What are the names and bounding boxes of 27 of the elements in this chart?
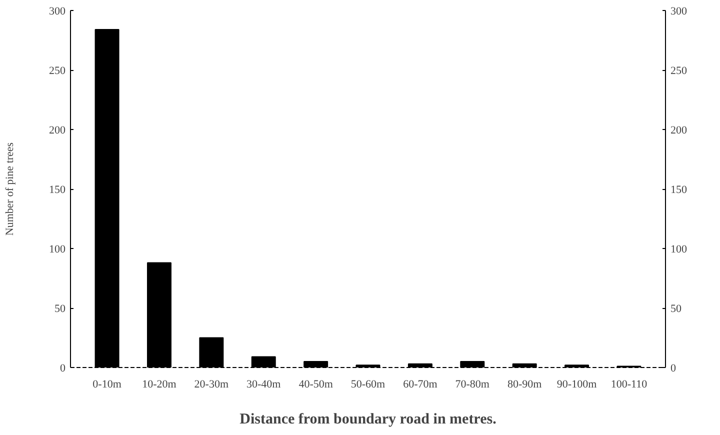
y2-tick-label: 250 xyxy=(670,65,688,77)
y-tick-label: 50 xyxy=(54,303,66,315)
x-tick-label: 70-80m xyxy=(455,378,490,390)
x-tick-label: 0-10m xyxy=(92,378,122,390)
y-axis-title: Number of pine trees xyxy=(4,142,16,236)
x-tick-label: 50-60m xyxy=(350,378,386,390)
y-tick-label: 100 xyxy=(49,244,66,256)
y-tick-label: 200 xyxy=(49,124,66,136)
y-tick-label: 0 xyxy=(60,362,66,374)
y-tick-label: 150 xyxy=(49,184,66,196)
y2-tick-label: 100 xyxy=(670,244,688,256)
y2-tick-label: 150 xyxy=(670,184,688,196)
x-tick-label: 10-20m xyxy=(142,378,177,390)
x-tick-label: 60-70m xyxy=(403,378,438,390)
x-tick-label: 80-90m xyxy=(507,378,542,390)
x-axis-title: Distance from boundary road in metres. xyxy=(240,412,497,428)
y-tick-label: 300 xyxy=(49,6,66,18)
x-tick-label: 100-110 xyxy=(610,378,648,390)
x-tick-label: 30-40m xyxy=(246,378,282,390)
x-tick-label: 20-30m xyxy=(194,378,229,390)
y2-tick-label: 300 xyxy=(670,6,688,18)
y2-tick-label: 200 xyxy=(670,124,688,136)
y2-tick-label: 0 xyxy=(670,362,676,374)
y2-tick-label: 50 xyxy=(670,303,682,315)
y-tick-label: 250 xyxy=(49,65,66,77)
x-tick-label: 90-100m xyxy=(556,378,598,390)
x-tick-label: 40-50m xyxy=(298,378,334,390)
